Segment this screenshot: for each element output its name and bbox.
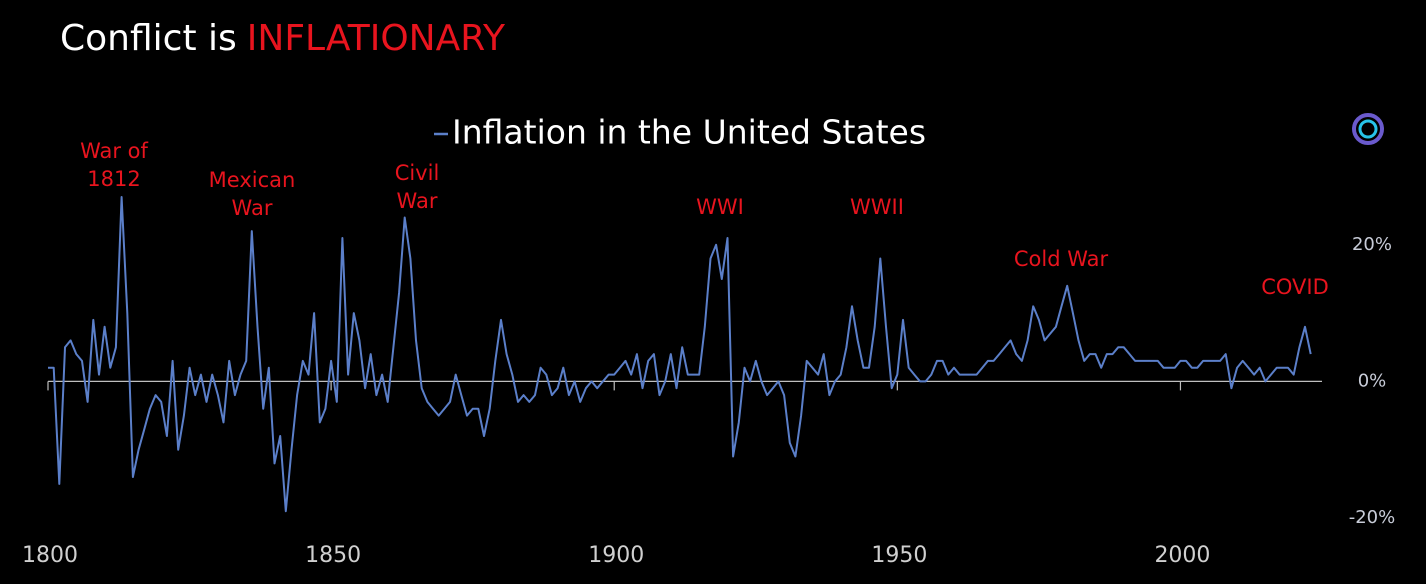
title-highlight: INFLATIONARY (247, 18, 506, 59)
annotation: WWII (850, 195, 904, 219)
annotation: War (232, 196, 273, 220)
y-tick-label: 0% (1358, 370, 1387, 391)
x-tick-label: 1900 (588, 543, 644, 568)
annotation: 1812 (87, 167, 140, 191)
x-tick-label: 1800 (22, 543, 78, 568)
legend-label: Inflation in the United States (452, 113, 926, 152)
annotation: Cold War (1014, 247, 1109, 271)
annotation: War of (80, 139, 148, 163)
x-tick-label: 1950 (871, 543, 927, 568)
annotation: War (397, 189, 438, 213)
x-tick-label: 1850 (305, 543, 361, 568)
slide-title: Conflict is INFLATIONARY (60, 18, 506, 59)
logo (1352, 113, 1384, 145)
y-tick-label: 20% (1352, 234, 1392, 255)
annotation: COVID (1261, 275, 1329, 299)
annotation: Mexican (209, 168, 296, 192)
title-text: Conflict is (60, 18, 237, 59)
series-line (48, 196, 1312, 513)
x-tick-label: 2000 (1154, 543, 1210, 568)
annotation: Civil (395, 161, 440, 185)
annotation: WWI (696, 195, 744, 219)
y-tick-label: -20% (1349, 507, 1396, 528)
